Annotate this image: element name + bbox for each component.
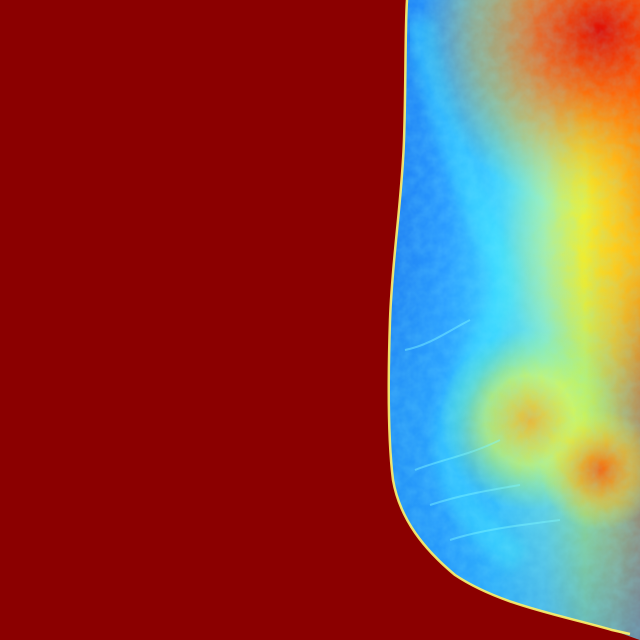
- tissue-region: [388, 0, 640, 640]
- skin-edge: [387, 0, 631, 636]
